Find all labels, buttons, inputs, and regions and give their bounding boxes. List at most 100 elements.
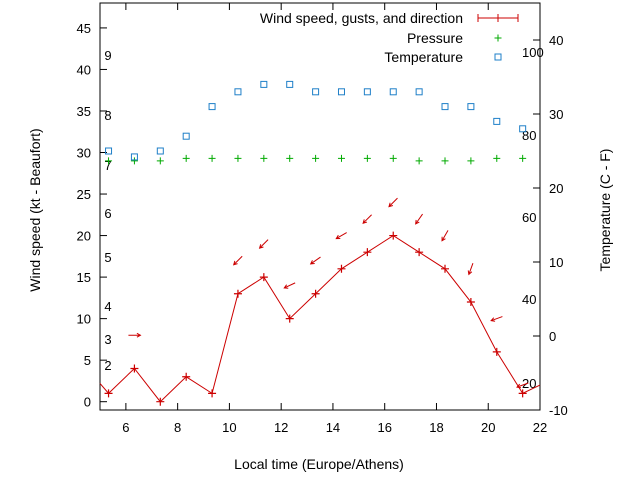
wind-direction-arrow <box>490 316 503 322</box>
beaufort-label: 7 <box>104 158 111 173</box>
wind-direction-arrow <box>309 256 321 265</box>
temperature-point <box>182 132 190 140</box>
wind-direction-arrow <box>258 239 269 249</box>
y-tick-label: 10 <box>77 312 91 327</box>
temperature-point <box>415 88 423 96</box>
pressure-point <box>519 154 527 162</box>
pressure-point <box>415 157 423 165</box>
temperature-point <box>208 103 216 111</box>
fahrenheit-label: 20 <box>522 376 536 391</box>
pressure-point <box>234 154 242 162</box>
beaufort-label: 3 <box>104 332 111 347</box>
pressure-point <box>441 157 449 165</box>
y-tick-label: 0 <box>84 395 91 410</box>
plot-frame <box>99 2 541 411</box>
y2-tick-label: 10 <box>549 255 563 270</box>
y-tick-label: 15 <box>77 270 91 285</box>
legend-label: Pressure <box>407 30 463 46</box>
legend-swatch-pressure <box>494 34 502 42</box>
y-axis-title: Wind speed (kt - Beaufort) <box>27 128 43 291</box>
plot-border <box>99 2 541 411</box>
y2-axis-title: Temperature (C - F) <box>597 149 613 272</box>
pressure-point <box>156 157 164 165</box>
series-layer <box>99 80 541 406</box>
pressure-point <box>208 154 216 162</box>
wind-speed-point <box>208 389 217 398</box>
pressure-point <box>105 157 113 165</box>
x-tick-label: 16 <box>377 420 391 435</box>
fahrenheit-label: 40 <box>522 292 536 307</box>
beaufort-label: 8 <box>104 108 111 123</box>
wind-speed-point <box>311 289 320 298</box>
pressure-point <box>130 157 138 165</box>
wind-direction-arrow <box>516 382 529 389</box>
x-tick-label: 20 <box>481 420 495 435</box>
wind-speed-point <box>233 289 242 298</box>
pressure-point <box>337 154 345 162</box>
wind-speed-point <box>389 231 398 240</box>
wind-speed-point <box>337 264 346 273</box>
temperature-point <box>260 80 268 88</box>
temperature-point <box>105 147 113 155</box>
wind-direction-arrow <box>232 255 243 266</box>
wind-speed-point <box>156 397 165 406</box>
wind-speed-line <box>99 234 541 403</box>
temperature-point <box>130 153 138 161</box>
wind-speed-point <box>130 364 139 373</box>
wind-direction-arrow <box>362 214 372 224</box>
y-tick-label: 45 <box>77 21 91 36</box>
legend: Wind speed, gusts, and direction Pressure… <box>260 10 519 65</box>
wind-direction-arrow <box>467 262 474 276</box>
temperature-point <box>441 103 449 111</box>
y-tick-label: 30 <box>77 146 91 161</box>
wind-speed-point <box>518 389 527 398</box>
y-tick-label: 40 <box>77 62 91 77</box>
y-tick-label: 35 <box>77 104 91 119</box>
aux-scale-labels: 2 3 4 5 6 7 8 9 20 40 60 80 100 <box>104 45 543 391</box>
pressure-point <box>312 154 320 162</box>
x-tick-label: 10 <box>222 420 236 435</box>
pressure-point <box>182 154 190 162</box>
fahrenheit-label: 100 <box>522 45 544 60</box>
wind-speed-point <box>104 389 113 398</box>
fahrenheit-label: 80 <box>522 128 536 143</box>
temperature-point <box>156 147 164 155</box>
beaufort-label: 6 <box>104 206 111 221</box>
wind-direction-arrow <box>128 332 142 338</box>
pressure-point <box>467 157 475 165</box>
y2-tick-label: -10 <box>549 403 568 418</box>
y2-tick-label: 0 <box>549 329 556 344</box>
wind-speed-point <box>363 248 372 257</box>
pressure-point <box>493 154 501 162</box>
temperature-point <box>286 80 294 88</box>
legend-label: Temperature <box>384 49 463 65</box>
temperature-point <box>389 88 397 96</box>
beaufort-label: 9 <box>104 48 111 63</box>
wind-direction-arrow <box>283 282 296 289</box>
temperature-point <box>337 88 345 96</box>
wind-speed-point <box>492 347 501 356</box>
temperature-point <box>363 88 371 96</box>
x-axis-title: Local time (Europe/Athens) <box>234 456 404 472</box>
x-tick-label: 12 <box>274 420 288 435</box>
y-tick-label: 5 <box>84 353 91 368</box>
x-tick-label: 18 <box>429 420 443 435</box>
x-tick-label: 8 <box>174 420 181 435</box>
wind-direction-arrows <box>128 197 529 389</box>
fahrenheit-label: 60 <box>522 210 536 225</box>
y-tick-label: 20 <box>77 229 91 244</box>
temperature-point <box>312 88 320 96</box>
temperature-point <box>493 117 501 125</box>
temperature-point <box>519 125 527 133</box>
wind-direction-arrow <box>335 232 347 240</box>
axis-ticks: 6 8 10 12 14 16 18 20 22051015202530354045-10010… <box>77 3 568 435</box>
y2-tick-label: 20 <box>549 181 563 196</box>
pressure-point <box>389 154 397 162</box>
x-tick-label: 6 <box>122 420 129 435</box>
y2-tick-label: 30 <box>549 107 563 122</box>
wind-direction-arrow <box>415 213 423 225</box>
temperature-point <box>234 88 242 96</box>
beaufort-label: 5 <box>104 250 111 265</box>
wind-speed-point <box>441 264 450 273</box>
